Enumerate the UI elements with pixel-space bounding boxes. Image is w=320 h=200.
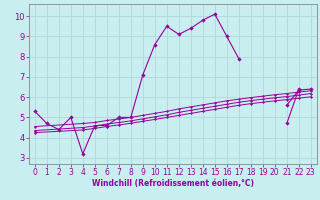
X-axis label: Windchill (Refroidissement éolien,°C): Windchill (Refroidissement éolien,°C): [92, 179, 254, 188]
